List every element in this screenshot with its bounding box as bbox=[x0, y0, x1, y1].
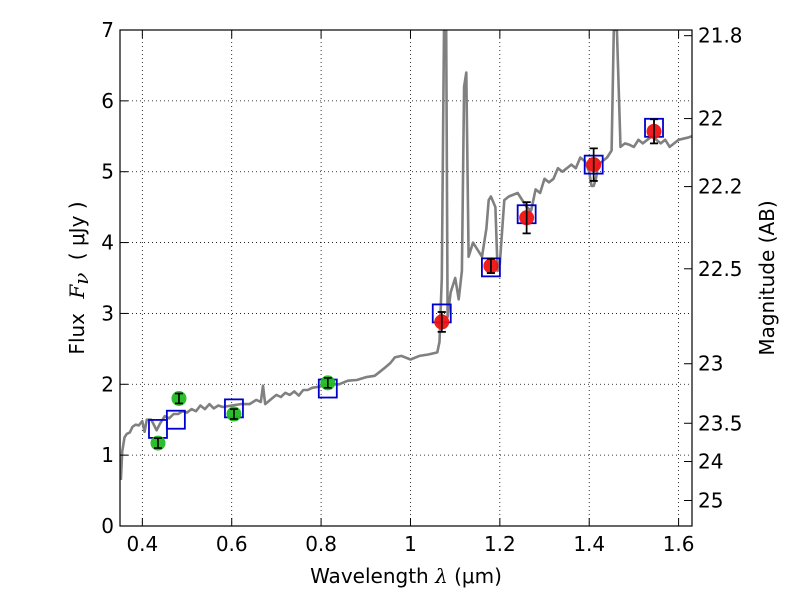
y-tick-label: 6 bbox=[101, 89, 114, 113]
y2-tick-label: 22.5 bbox=[698, 257, 743, 281]
y-tick-label: 5 bbox=[101, 160, 114, 184]
x-tick-label: 0.8 bbox=[305, 532, 337, 556]
y-tick-label: 3 bbox=[101, 301, 114, 325]
y2-tick-label: 23 bbox=[698, 352, 723, 376]
y-tick-label: 7 bbox=[101, 18, 114, 42]
x-tick-label: 0.6 bbox=[216, 532, 248, 556]
y-tick-label: 1 bbox=[101, 443, 114, 467]
y2-tick-label: 21.8 bbox=[698, 24, 743, 48]
plot-frame bbox=[119, 29, 693, 527]
x-tick-label: 0.4 bbox=[126, 532, 158, 556]
y-tick-label: 2 bbox=[101, 372, 114, 396]
y2-tick-label: 22 bbox=[698, 107, 723, 131]
ticks bbox=[120, 29, 692, 527]
y2-tick-label: 22.2 bbox=[698, 175, 743, 199]
x-tick-labels: 0.4 0.6 0.8 1 1.2 1.4 1.6 bbox=[126, 532, 694, 556]
x-tick-label: 1 bbox=[404, 532, 417, 556]
y-tick-labels: 0 1 2 3 4 5 6 7 bbox=[101, 18, 114, 538]
y-tick-label: 4 bbox=[101, 231, 114, 255]
x-tick-label: 1.4 bbox=[573, 532, 605, 556]
y2-axis-label: Magnitude (AB) bbox=[755, 200, 779, 355]
y2-tick-labels: 21.8 22 22.2 22.5 23 23.5 24 25 bbox=[698, 24, 743, 513]
y2-tick-label: 25 bbox=[698, 488, 723, 512]
y2-tick-label: 24 bbox=[698, 450, 723, 474]
plot-background bbox=[120, 30, 692, 526]
observed-points-layer bbox=[150, 118, 662, 451]
x-axis-label: Wavelength λ (μm) bbox=[310, 564, 502, 588]
model-photometry-square bbox=[165, 409, 186, 430]
x-tick-label: 1.6 bbox=[663, 532, 695, 556]
y-tick-label: 0 bbox=[101, 514, 114, 538]
y-axis-label: Flux Fν ( μJy ) bbox=[65, 201, 93, 354]
x-tick-label: 1.2 bbox=[484, 532, 516, 556]
y2-tick-label: 23.5 bbox=[698, 411, 743, 435]
